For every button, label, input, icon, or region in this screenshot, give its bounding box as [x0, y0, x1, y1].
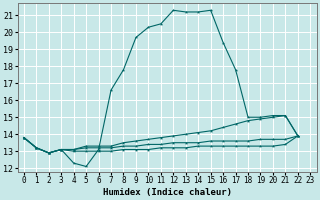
X-axis label: Humidex (Indice chaleur): Humidex (Indice chaleur): [103, 188, 232, 197]
